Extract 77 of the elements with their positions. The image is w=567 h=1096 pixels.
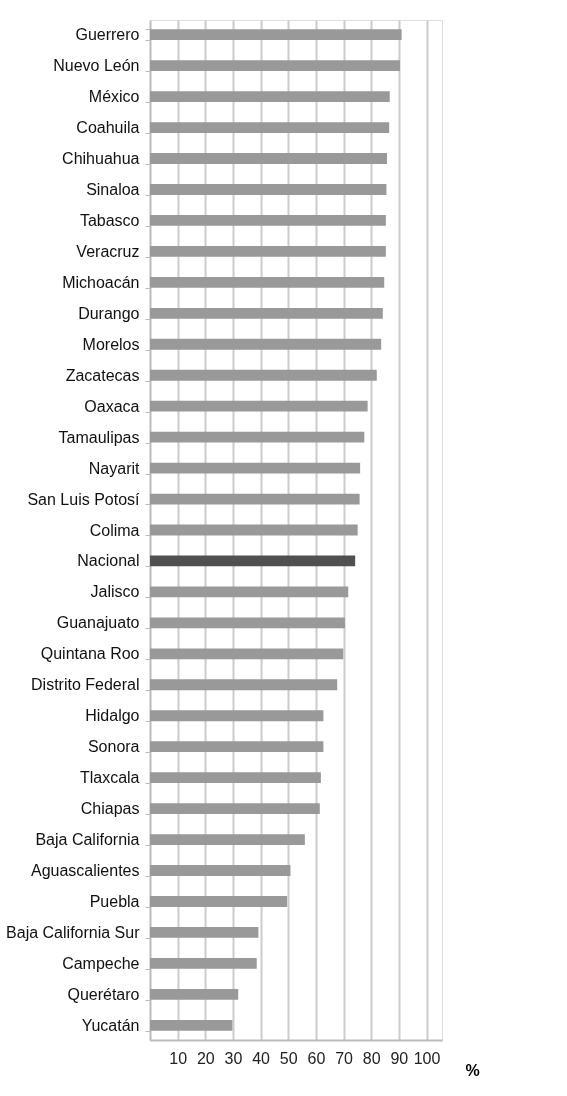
bar — [150, 462, 361, 474]
bar — [150, 586, 349, 598]
y-tick-label: Morelos — [82, 335, 140, 353]
y-tick-label: Distrito Federal — [31, 676, 140, 694]
bar — [150, 679, 338, 691]
y-tick-label: Tlaxcala — [79, 769, 140, 787]
x-tick-label: 10 — [169, 1049, 188, 1067]
bar — [150, 369, 377, 381]
y-tick-label: Oaxaca — [84, 397, 140, 415]
x-tick-label: 20 — [196, 1049, 215, 1067]
y-tick-label: Tamaulipas — [58, 428, 140, 446]
bar — [150, 153, 387, 164]
bar — [150, 91, 390, 103]
bar — [150, 834, 305, 845]
y-tick-label: Hidalgo — [85, 707, 140, 725]
bar — [150, 122, 390, 133]
y-tick-label: Baja California Sur — [6, 923, 141, 941]
y-tick-label: Nuevo León — [53, 57, 140, 75]
y-tick-label: Querétaro — [67, 985, 140, 1003]
y-tick-label: Sinaloa — [86, 180, 140, 198]
bar — [150, 896, 288, 907]
bar — [150, 276, 385, 288]
y-tick-label: Michoacán — [62, 273, 140, 291]
bar — [150, 338, 382, 350]
y-tick-label: Nacional — [77, 552, 140, 570]
y-tick-label: Chihuahua — [62, 150, 140, 168]
x-tick-label: 80 — [362, 1049, 381, 1067]
bar — [150, 60, 400, 72]
bar — [150, 307, 383, 319]
bar — [150, 710, 324, 722]
y-tick-label: Chiapas — [80, 800, 140, 818]
x-tick-label: 50 — [279, 1049, 298, 1067]
x-tick-label: 90 — [390, 1049, 409, 1067]
x-tick-label: 60 — [307, 1049, 326, 1067]
bar — [150, 803, 320, 815]
bar — [150, 184, 387, 195]
y-tick-label: Puebla — [89, 892, 140, 910]
y-tick-label: Campeche — [62, 954, 140, 972]
y-tick-label: Nayarit — [88, 459, 141, 477]
bar — [150, 648, 344, 660]
x-tick-label: 30 — [224, 1049, 243, 1067]
bar — [150, 865, 291, 876]
bar — [150, 29, 402, 41]
x-tick-label: 100 — [413, 1049, 441, 1067]
y-tick-label: Zacatecas — [65, 366, 140, 384]
bar — [150, 245, 386, 257]
bar — [150, 400, 368, 412]
x-axis-title: % — [465, 1061, 480, 1079]
bar — [150, 617, 345, 629]
x-tick-label: 40 — [252, 1049, 271, 1067]
bar — [150, 215, 386, 226]
y-tick-label: Quintana Roo — [40, 645, 140, 663]
x-tick-label: 70 — [335, 1049, 354, 1067]
y-tick-label: Veracruz — [76, 242, 140, 260]
y-tick-label: Coahuila — [76, 119, 140, 137]
bar — [150, 927, 259, 938]
bar — [150, 1019, 233, 1031]
y-tick-label: Sonora — [87, 738, 140, 756]
bar — [150, 988, 239, 1000]
y-tick-label: Tabasco — [79, 211, 140, 229]
y-tick-label: México — [88, 88, 140, 106]
y-tick-label: Guanajuato — [56, 614, 140, 632]
y-tick-label: Durango — [78, 304, 140, 322]
y-tick-label: Colima — [89, 521, 140, 539]
bar — [150, 431, 365, 443]
bar — [150, 555, 356, 567]
bar — [150, 493, 360, 505]
y-tick-label: Jalisco — [90, 583, 140, 601]
y-tick-label: Baja California — [35, 831, 140, 849]
y-tick-label: Yucatán — [81, 1016, 140, 1034]
y-tick-label: Aguascalientes — [30, 862, 140, 880]
y-tick-label: Guerrero — [75, 26, 140, 44]
bar — [150, 741, 324, 753]
bar — [150, 524, 358, 536]
bar — [150, 957, 257, 969]
y-tick-label: San Luis Potosí — [27, 490, 141, 508]
bar — [150, 772, 321, 784]
